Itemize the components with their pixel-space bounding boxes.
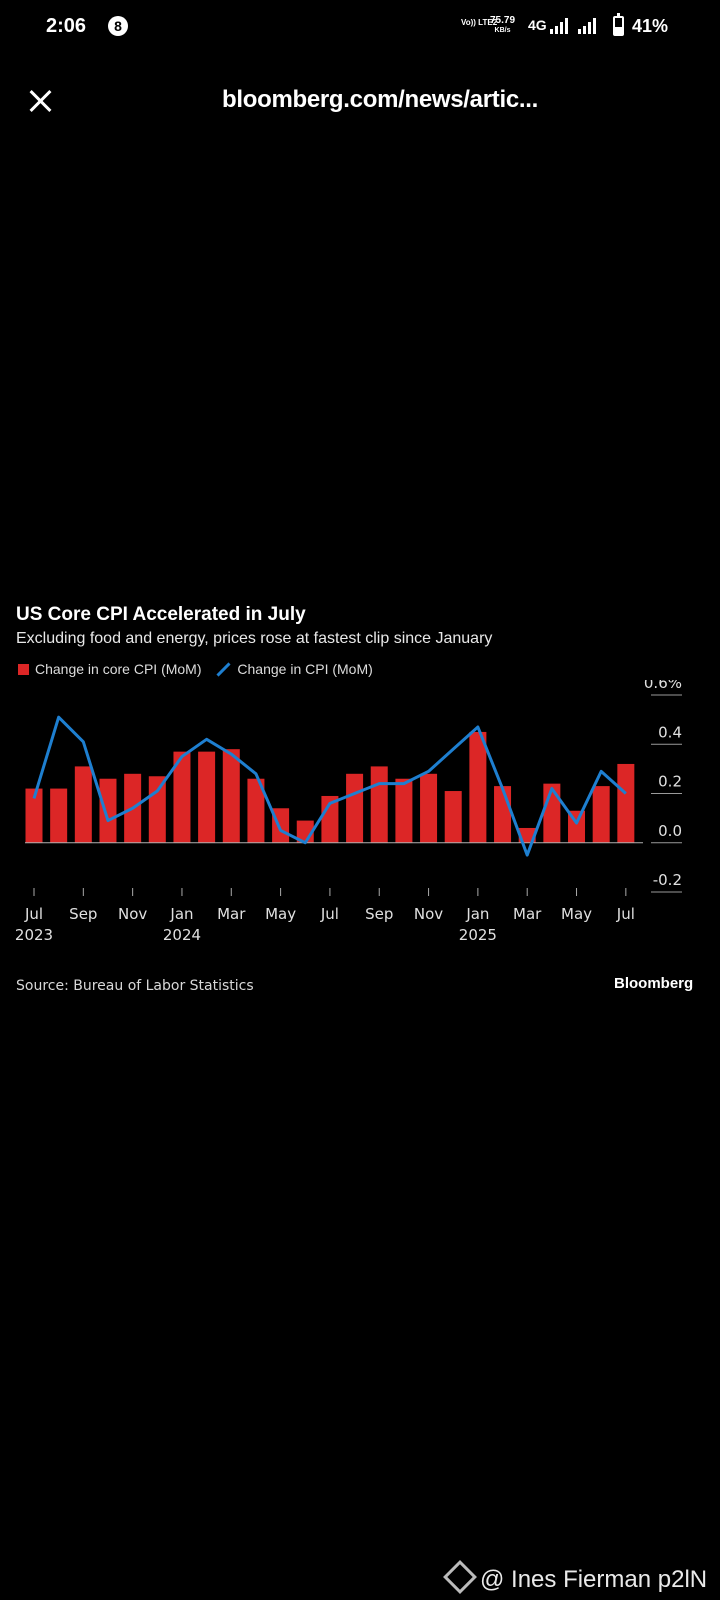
x-tick-label: Sep (69, 905, 97, 923)
legend-bar-swatch (18, 664, 29, 675)
core-cpi-bar (222, 749, 240, 843)
x-tick-label: Jan (169, 905, 193, 923)
x-tick-label: Nov (118, 905, 147, 923)
core-cpi-bar (25, 788, 43, 843)
battery-fill (615, 27, 622, 34)
x-tick-label: May (561, 905, 592, 923)
binance-icon (443, 1560, 477, 1594)
chart-legend: Change in core CPI (MoM) Change in CPI (… (18, 661, 383, 677)
y-tick-label: -0.2 (653, 871, 682, 889)
core-cpi-bar (617, 763, 635, 843)
cpi-chart: 0.6% 0.4 0.2 0.0 -0.2 Jul 2023 Sep Nov Jan 2024 Mar… (15, 680, 682, 944)
x-tick-year-label: 2024 (163, 926, 201, 944)
watermark: @ Ines Fierman p2lN (443, 1560, 708, 1594)
notification-badge-icon: 8 (108, 16, 128, 36)
watermark-text: @ Ines Fierman p2lN (480, 1566, 708, 1593)
core-cpi-bar (444, 791, 462, 843)
bloomberg-logo: Bloomberg (614, 975, 694, 992)
core-cpi-bar (592, 786, 610, 843)
chart-source: Source: Bureau of Labor Statistics (16, 978, 254, 994)
y-tick-label: 0.4 (658, 723, 682, 741)
core-cpi-bar (99, 778, 117, 843)
y-tick-label: 0.2 (658, 773, 682, 791)
x-tick-label: Mar (217, 905, 246, 923)
close-icon[interactable] (26, 86, 56, 116)
signal-strength-icon (550, 18, 572, 34)
core-cpi-bar (395, 778, 413, 843)
status-bar: 2:06 8 Vo)) LTE2 75.79 KB/s 4G 41% (0, 0, 720, 56)
core-cpi-bar (494, 786, 512, 843)
status-time: 2:06 (46, 15, 87, 37)
x-tick-label: May (265, 905, 296, 923)
core-cpi-bar (370, 766, 388, 843)
x-tick-year-label: 2025 (459, 926, 497, 944)
chart-title: US Core CPI Accelerated in July (16, 604, 306, 625)
core-cpi-bar (518, 827, 536, 843)
x-tick-year-label: 2023 (15, 926, 53, 944)
core-cpi-bar (50, 788, 68, 843)
network-speed-value: 75.79 (490, 15, 516, 26)
y-tick-label: 0.0 (658, 822, 682, 840)
core-cpi-bar (74, 766, 92, 843)
x-tick-label: Mar (513, 905, 542, 923)
x-tick-label: Jul (320, 905, 339, 923)
core-cpi-bar (198, 751, 216, 843)
network-speed-unit: KB/s (494, 27, 511, 34)
battery-icon (613, 13, 624, 36)
legend-item-cpi: Change in CPI (MoM) (215, 661, 372, 677)
signal-strength-icon-2 (578, 18, 600, 34)
legend-label-core-cpi: Change in core CPI (MoM) (35, 661, 202, 677)
x-tick-label: Nov (414, 905, 443, 923)
core-cpi-bar (173, 751, 191, 843)
core-cpi-bar (420, 773, 438, 843)
battery-percentage: 41% (632, 16, 669, 36)
y-tick-label: 0.6% (644, 680, 682, 692)
x-tick-label: Sep (365, 905, 393, 923)
page-url[interactable]: bloomberg.com/news/artic... (222, 86, 538, 113)
volte-indicator: Vo)) LTE2 (461, 18, 498, 27)
x-tick-label: Jul (24, 905, 43, 923)
browser-toolbar: bloomberg.com/news/artic... (0, 70, 720, 130)
network-speed: 75.79 KB/s (490, 16, 515, 36)
legend-line-swatch (215, 662, 231, 676)
cpi-line (32, 715, 627, 857)
core-cpi-bar (247, 778, 265, 843)
network-type: 4G (528, 17, 547, 33)
x-tick-label: Jan (465, 905, 489, 923)
legend-item-core-cpi: Change in core CPI (MoM) (18, 661, 202, 677)
legend-label-cpi: Change in CPI (MoM) (237, 661, 373, 677)
x-tick-label: Jul (616, 905, 635, 923)
core-cpi-bar (346, 773, 364, 843)
chart-subtitle: Excluding food and energy, prices rose a… (16, 630, 493, 647)
core-cpi-bar (148, 776, 166, 843)
core-cpi-bar (469, 731, 487, 843)
